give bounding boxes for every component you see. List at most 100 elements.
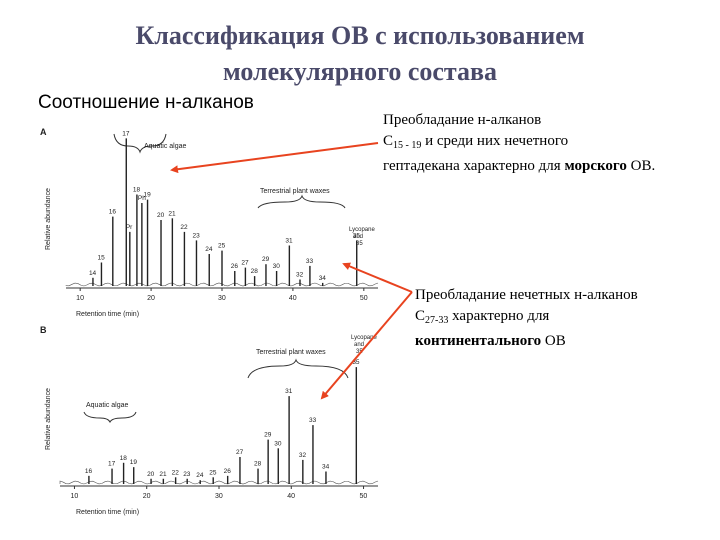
x-tick-label: 20 [143, 493, 151, 500]
panel-b-waxes-bracket [247, 358, 349, 379]
peak-label-19: 19 [144, 192, 152, 199]
continental-note-c: C [415, 308, 426, 324]
peak-label-17: 17 [108, 461, 116, 468]
peak-label-15: 15 [97, 255, 105, 262]
marine-note-text2: и среди них нечетного [421, 133, 569, 149]
panel-b-lycopane-1: Lycopane [351, 335, 377, 341]
peak-label-27: 27 [236, 449, 244, 456]
panel-b-xlabel: Retention time (min) [76, 509, 139, 516]
peak-label-25: 25 [209, 469, 217, 476]
peak-label-21: 21 [168, 210, 176, 217]
peak-label-20: 20 [147, 471, 155, 478]
panel-a-algae-label: Aquatic algae [144, 143, 187, 150]
continental-note: Преобладание нечетных н-алканов C27-33 х… [415, 285, 715, 352]
continental-note-sub: 27-33 [425, 315, 449, 326]
peak-label-30: 30 [273, 263, 281, 270]
panel-b: B Relative abundance Retention time (min… [40, 325, 379, 516]
peak-label-31: 31 [285, 388, 293, 395]
x-tick-label: 50 [360, 295, 368, 302]
peak-label-35: 35 [353, 232, 361, 239]
panel-a-ticks: 10 20 30 40 50 [76, 288, 368, 302]
peak-label-32: 32 [299, 452, 307, 459]
panel-a-letter: A [40, 127, 47, 137]
continental-note-text1: Преобладание нечетных н-алканов [415, 287, 638, 303]
peak-label-28: 28 [251, 268, 259, 275]
marine-note: Преобладание н-алканов C15 - 19 и среди … [383, 110, 718, 177]
x-tick-label: 10 [76, 295, 84, 302]
peak-label-21: 21 [159, 471, 167, 478]
x-tick-label: 20 [147, 295, 155, 302]
peak-label-22: 22 [172, 469, 180, 476]
marine-note-sub: 15 - 19 [393, 140, 422, 151]
marine-arrow [170, 142, 379, 174]
continental-note-text3: ОВ [541, 333, 566, 349]
slide-subtitle: Соотношение н-алканов [38, 92, 254, 113]
peak-label-25: 25 [218, 243, 226, 250]
continental-note-text2: характерно для [448, 308, 550, 324]
peak-label-29: 29 [264, 432, 272, 439]
panel-b-waxes-label: Terrestrial plant waxes [256, 349, 326, 356]
peak-label-35: 35 [352, 359, 360, 366]
panel-a-lycopane-1: Lycopane [349, 227, 375, 233]
peak-label-29: 29 [262, 256, 270, 263]
panel-b-algae-bracket [83, 411, 137, 424]
peak-label-20: 20 [157, 212, 165, 219]
peak-label-22: 22 [180, 224, 188, 231]
marine-note-c: C [383, 133, 394, 149]
panel-a-lycopane-2: and [353, 234, 363, 240]
peak-label-24: 24 [196, 472, 204, 479]
x-tick-label: 50 [360, 493, 368, 500]
panel-b-algae-label: Aquatic algae [86, 402, 129, 409]
x-tick-label: 40 [287, 493, 295, 500]
continental-note-bold: континентального [415, 333, 542, 349]
slide-title-line1: Классификация ОВ с использованием [135, 21, 585, 50]
panel-b-ticks: 10 20 30 40 50 [70, 486, 367, 500]
peak-label-16: 16 [109, 209, 117, 216]
peak-label-19: 19 [130, 459, 138, 466]
peak-label-23: 23 [183, 471, 191, 478]
peak-label-17: 17 [122, 130, 130, 137]
peak-label-18: 18 [133, 187, 141, 194]
peak-label-31: 31 [285, 238, 293, 245]
peak-label-34: 34 [322, 464, 330, 471]
x-tick-label: 10 [70, 493, 78, 500]
peak-label-24: 24 [205, 246, 213, 253]
peak-label-26: 26 [224, 468, 232, 475]
x-tick-label: 30 [215, 493, 223, 500]
panel-b-lycopane-2: and [354, 342, 364, 348]
baseline-noise [59, 480, 379, 485]
peak-label-27: 27 [241, 260, 249, 267]
peak-label-28: 28 [254, 461, 262, 468]
panel-a-xlabel: Retention time (min) [76, 311, 139, 318]
marine-note-text1: Преобладание н-алканов [383, 112, 542, 128]
x-tick-label: 40 [289, 295, 297, 302]
marine-note-text3: гептадекана характерно для [383, 158, 565, 174]
peak-label-23: 23 [192, 232, 200, 239]
panel-a-waxes-bracket [257, 194, 346, 209]
marine-note-text4: ОВ. [626, 158, 656, 174]
panel-b-ylabel: Relative abundance [45, 388, 52, 450]
panel-a-lycopane-3: 35 [356, 241, 363, 247]
peak-label-14: 14 [89, 270, 97, 277]
panel-a-ylabel: Relative abundance [45, 188, 52, 250]
peak-label-16: 16 [85, 468, 93, 475]
continental-arrow-upper [342, 262, 413, 293]
peak-label-33: 33 [306, 258, 314, 265]
continental-arrow-lower [320, 291, 413, 400]
peak-label-30: 30 [274, 440, 282, 447]
slide-title-line2: молекулярного состава [222, 57, 498, 86]
peak-label-Ph: Ph [138, 195, 146, 202]
peak-label-18: 18 [120, 455, 128, 462]
marine-note-bold: морского [564, 158, 627, 174]
baseline-noise [65, 282, 379, 287]
panel-a-waxes-label: Terrestrial plant waxes [260, 188, 330, 195]
panel-b-lycopane-3: 35 [356, 349, 363, 355]
peak-label-34: 34 [319, 275, 327, 282]
peak-label-26: 26 [231, 263, 239, 270]
peak-label-32: 32 [296, 272, 304, 279]
peak-label-Pr: Pr [126, 224, 133, 231]
panel-a: A Relative abundance Retention time (min… [40, 127, 379, 318]
